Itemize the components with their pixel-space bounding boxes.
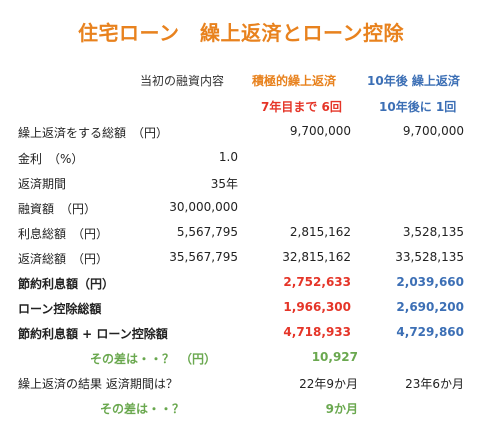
cell-col1: 2,815,162 [289,225,351,239]
cell-base: 30,000,000 [169,200,238,214]
header-col1: 積極的繰上返済 [252,74,337,88]
row-total-repayment: 返済総額 （円） 35,567,795 32,815,162 33,528,13… [0,250,482,270]
row-label: 返済期間 [18,177,67,191]
row-label: 融資額 （円） [18,202,97,216]
row-total-interest: 利息総額 （円） 5,567,795 2,815,162 3,528,135 [0,225,482,245]
cell-base: 35,567,795 [169,250,238,264]
cell-base: 5,567,795 [176,225,238,239]
row-interest-saved: 節約利息額（円） 2,752,633 2,039,660 [0,275,482,295]
row-label: ローン控除総額 [18,302,102,316]
cell-col2: 23年6か月 [405,377,464,391]
header-col2: 10年後 繰上返済 [367,74,460,88]
header-col2-sub: 10年後に 1回 [379,100,457,114]
row-label: 利息総額 （円） [18,227,109,241]
row-repayment-period: 繰上返済の結果 返済期間は？ 22年9か月 23年6か月 [0,375,482,395]
row-prepay-total: 繰上返済をする総額 （円） 9,700,000 9,700,000 [0,124,482,144]
period-difference-value: 9か月 [325,402,358,416]
row-interest-rate: 金利 （%） 1.0 [0,150,482,170]
row-saved-plus-deduction: 節約利息額 + ローン控除額 4,718,933 4,729,860 [0,325,482,345]
cell-col1: 32,815,162 [282,250,351,264]
page-title: 住宅ローン 繰上返済とローン控除 [78,21,404,45]
cell-col1: 2,752,633 [283,275,351,289]
difference-label: その差は・・？ （円） [90,352,217,366]
header-col1-sub: 7年目まで 6回 [261,100,342,114]
row-label: 金利 （%） [18,152,84,166]
row-loan-deduction: ローン控除総額 1,966,300 2,690,200 [0,300,482,320]
row-label: 繰上返済の結果 返済期間は？ [18,377,178,391]
cell-base: 35年 [210,177,238,191]
row-label: 節約利息額 + ローン控除額 [18,327,168,341]
cell-col2: 9,700,000 [402,124,464,138]
row-label: 返済総額 （円） [18,252,109,266]
cell-col1: 9,700,000 [289,124,351,138]
row-term: 返済期間 35年 [0,175,482,195]
cell-col2: 3,528,135 [402,225,464,239]
cell-col2: 2,039,660 [396,275,464,289]
cell-col1: 1,966,300 [283,300,351,314]
row-loan-amount: 融資額 （円） 30,000,000 [0,200,482,220]
cell-col1: 4,718,933 [283,325,351,339]
period-difference-label: その差は・・？ [100,402,185,416]
cell-col2: 4,729,860 [396,325,464,339]
cell-col2: 33,528,135 [395,250,464,264]
difference-value: 10,927 [311,350,358,364]
header-base: 当初の融資内容 [140,74,225,88]
row-label: 繰上返済をする総額 （円） [18,126,169,140]
cell-col1: 22年9か月 [299,377,358,391]
row-label: 節約利息額（円） [18,277,115,291]
cell-base: 1.0 [218,150,238,164]
cell-col2: 2,690,200 [396,300,464,314]
